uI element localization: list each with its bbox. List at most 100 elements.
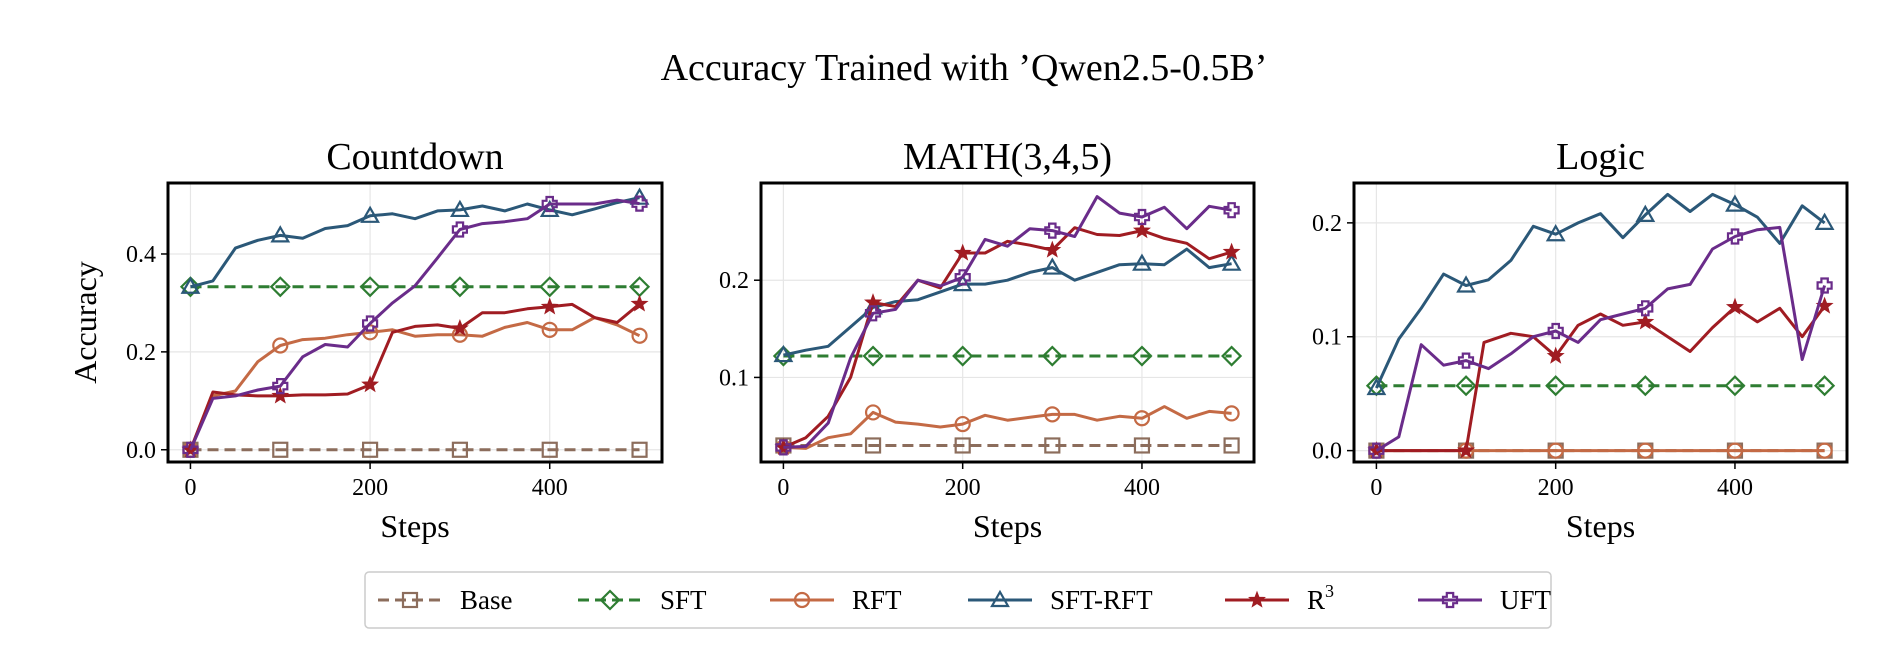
data-point-uft (1223, 202, 1240, 219)
x-tick-label: 0 (1370, 475, 1382, 501)
data-point-sft (1724, 375, 1746, 397)
data-point-sft (539, 276, 561, 298)
series-line-uft (189, 198, 640, 451)
data-point-sft-rft (1635, 204, 1656, 222)
data-point-sft (449, 276, 471, 298)
y-tick-label: 0.0 (1312, 439, 1342, 465)
x-tick-label: 400 (532, 475, 568, 501)
legend-box (364, 571, 1552, 629)
data-point-r3 (1222, 242, 1241, 260)
series-uft (1368, 225, 1833, 459)
series-line-rft (783, 405, 1232, 450)
series-line-r3 (189, 302, 641, 451)
series-line-uft (1375, 225, 1827, 452)
data-point-r3 (361, 375, 380, 393)
data-point-r3 (1546, 346, 1565, 364)
data-point-rft (1133, 410, 1151, 427)
data-point-base (1133, 437, 1151, 454)
data-point-r3 (1457, 441, 1476, 459)
series-line-sft-rft (783, 247, 1232, 357)
data-point-r3 (1725, 297, 1744, 315)
data-point-r3 (450, 318, 469, 336)
data-point-rft (864, 404, 882, 421)
legend-marker (1441, 591, 1459, 609)
plot-frame (166, 181, 664, 464)
x-axis-label: Steps (973, 508, 1042, 544)
figure-title: Accuracy Trained with ’Qwen2.5-0.5B’ (661, 47, 1268, 89)
data-point-sft-rft (1725, 194, 1745, 212)
series-sft (772, 345, 1243, 367)
data-point-r3 (271, 386, 290, 404)
data-point-sft (1814, 375, 1836, 397)
plot-frame (1352, 181, 1849, 464)
data-point-base (864, 437, 882, 454)
legend-item-r3: R3 (1225, 581, 1334, 615)
data-point-sft-rft (360, 205, 380, 223)
legend-marker (401, 591, 419, 609)
data-point-base (631, 441, 648, 458)
data-point-rft (1223, 405, 1240, 422)
data-point-sft (1221, 345, 1243, 367)
data-point-rft (631, 327, 648, 344)
data-point-uft (1547, 322, 1564, 340)
panel-logic: 0 200 400 0.0 0.1 0.2 Logic Steps (1312, 136, 1849, 544)
data-point-uft (864, 305, 882, 322)
data-point-rft (272, 337, 289, 354)
plot-frame (759, 181, 1256, 464)
series-rft (182, 316, 648, 458)
series-rft (775, 404, 1240, 456)
data-point-sft (1634, 375, 1656, 397)
panel-countdown: 0 200 400 0.0 0.2 0.4 Countdown Steps Accuracy (67, 136, 664, 544)
data-point-r3 (953, 243, 972, 261)
data-point-base (451, 441, 469, 458)
data-point-uft (182, 441, 199, 458)
data-point-sft-rft (180, 276, 201, 294)
data-point-sft (952, 345, 974, 367)
x-tick-label: 200 (945, 475, 981, 501)
data-point-sft-rft (450, 199, 470, 218)
data-point-rft (1816, 442, 1833, 459)
data-point-rft (1726, 442, 1744, 459)
series-sft-rft (773, 247, 1242, 363)
series-base (775, 437, 1240, 454)
data-point-uft (775, 439, 792, 456)
data-point-sft-rft (1042, 257, 1063, 275)
legend-label: UFT (1500, 585, 1552, 615)
data-point-sft-rft (773, 344, 794, 363)
data-point-base (954, 437, 971, 454)
data-point-r3 (1132, 221, 1151, 239)
data-point-rft (1547, 442, 1564, 459)
data-point-sft-rft (1366, 377, 1387, 396)
data-point-r3 (1043, 240, 1062, 258)
panel-math-3-4-5: 0 200 400 0.1 0.2 MATH(3,4,5) Steps (719, 136, 1256, 544)
legend-item-sft-rft: SFT-RFT (968, 585, 1153, 615)
legend-item-sft: SFT (578, 585, 707, 615)
legend: Base SFT RFT SFT-RFT R3 UFT (364, 571, 1552, 629)
data-point-base (541, 441, 558, 458)
data-point-uft (1726, 228, 1744, 245)
y-tick-label: 0.1 (719, 365, 749, 391)
series-line-r3 (1376, 305, 1826, 453)
series-line-r3 (782, 226, 1233, 449)
series-line-sft-rft (1375, 192, 1826, 389)
series-uft (182, 195, 648, 458)
legend-item-base: Base (378, 585, 513, 615)
x-tick-label: 200 (1538, 475, 1574, 501)
data-point-sft-rft (1132, 253, 1152, 271)
data-point-sft (269, 276, 291, 298)
legend-marker (1248, 590, 1266, 608)
legend-marker (990, 589, 1010, 608)
y-axis-label: Accuracy (67, 261, 103, 384)
data-point-uft (1133, 208, 1151, 226)
x-axis-label: Steps (1566, 508, 1635, 544)
x-tick-label: 0 (777, 475, 789, 501)
x-tick-label: 400 (1717, 475, 1753, 501)
panel-title: MATH(3,4,5) (903, 136, 1112, 178)
legend-label: SFT (660, 585, 707, 615)
legend-label: Base (460, 585, 513, 615)
y-tick-label: 0.4 (126, 242, 156, 268)
data-point-sft (1041, 345, 1063, 367)
legend-item-uft: UFT (1418, 585, 1552, 615)
data-point-uft (1816, 277, 1833, 294)
y-tick-label: 0.2 (719, 268, 749, 294)
